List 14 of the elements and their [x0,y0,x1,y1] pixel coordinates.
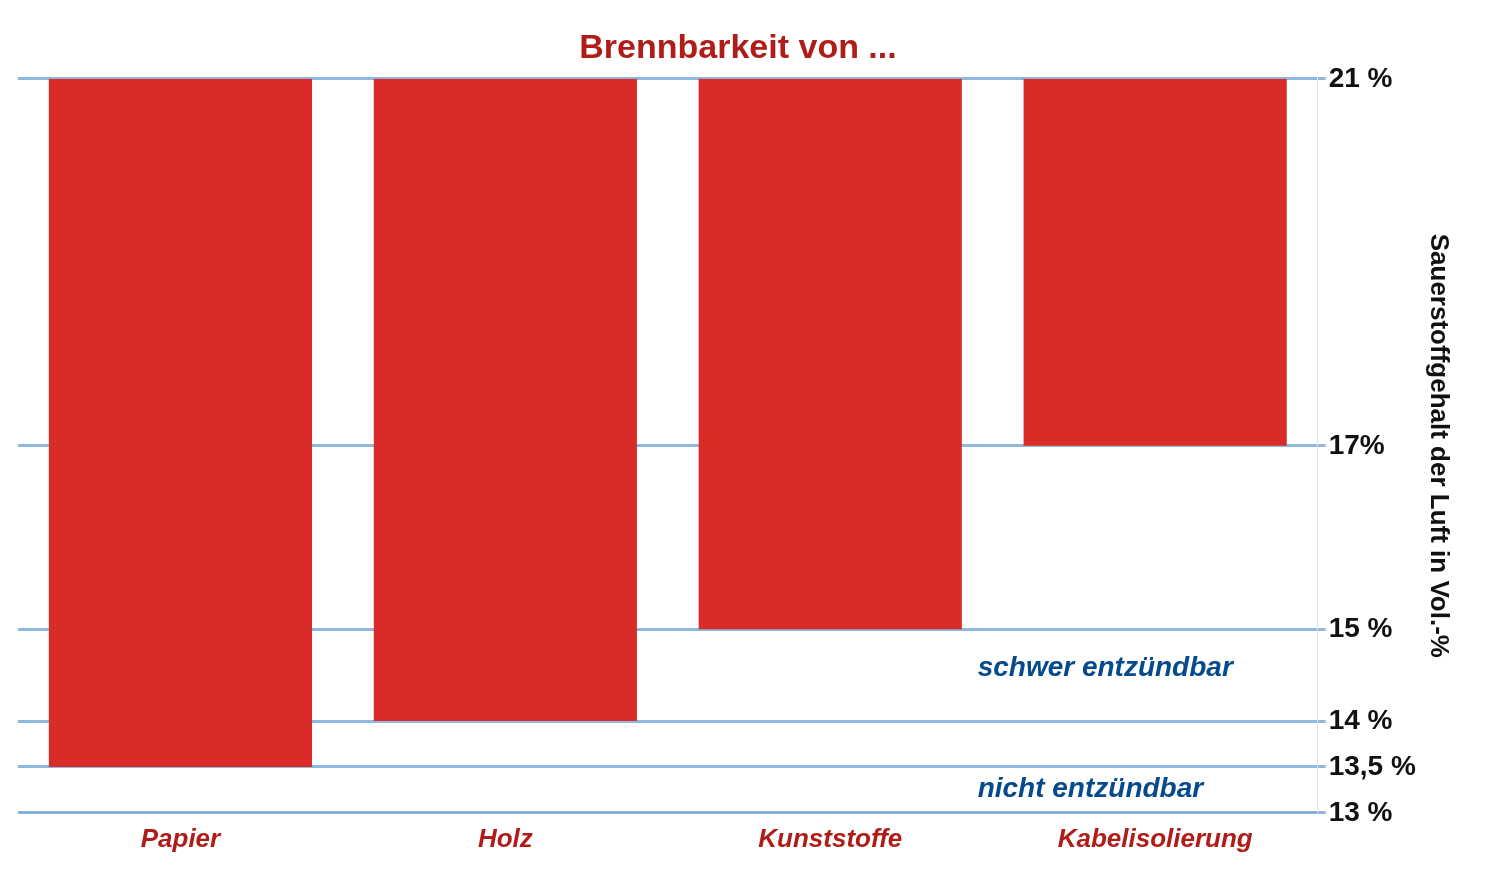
y-tick-label: 14 % [1328,703,1393,735]
annotation: schwer entzündbar [977,650,1235,682]
y-tick-label: 17% [1328,428,1385,460]
x-tick-label: Kabelisolierung [1057,822,1253,853]
y-axis-title: Sauerstoffgehalt der Luft in Vol.-% [1425,233,1456,658]
x-tick-label: Papier [140,822,223,853]
y-tick-label: 15 % [1328,612,1393,644]
y-tick-label: 13,5 % [1328,749,1416,781]
chart-title: Brennbarkeit von ... [579,26,897,65]
y-tick-label: 13 % [1328,795,1393,827]
annotation: nicht entzündbar [977,771,1206,803]
y-tick-label: 21 % [1328,61,1393,93]
x-tick-label: Holz [477,822,533,853]
x-tick-label: Kunststoffe [758,822,903,853]
